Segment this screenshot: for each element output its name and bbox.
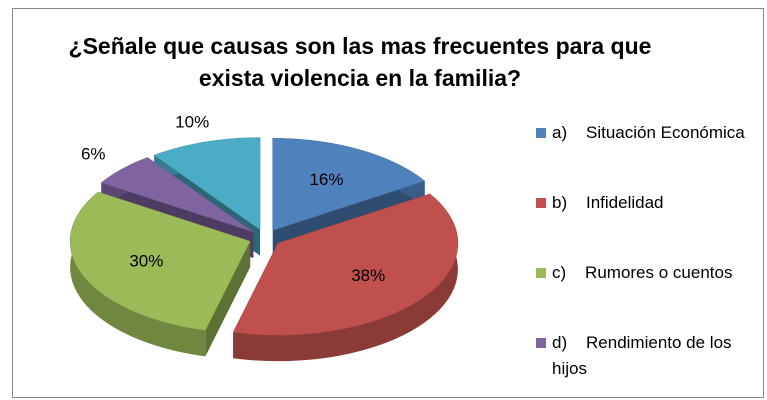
legend-swatch xyxy=(536,128,546,138)
slice xyxy=(153,137,261,231)
slice-3d xyxy=(232,193,459,362)
slice xyxy=(100,157,254,233)
legend-swatch xyxy=(536,338,546,348)
legend-swatch xyxy=(536,268,546,278)
slice xyxy=(232,193,459,336)
chart-title: ¿Señale que causas son las mas frecuente… xyxy=(68,33,652,91)
legend-swatch xyxy=(536,198,546,208)
data-label: 10% xyxy=(175,112,209,131)
slice-edge xyxy=(70,191,206,357)
slice xyxy=(69,191,251,331)
data-label: 30% xyxy=(129,252,163,271)
data-label: 38% xyxy=(351,266,385,285)
slice-3d xyxy=(69,191,251,357)
legend-label: b) Infidelidad xyxy=(552,193,664,212)
slice xyxy=(272,138,426,231)
data-label: 16% xyxy=(309,170,343,189)
data-label: 6% xyxy=(81,145,106,164)
slice-edge xyxy=(233,193,458,362)
legend-label: a) Situación Económica xyxy=(552,123,745,142)
chart-frame xyxy=(12,8,764,398)
legend-label: c) Rumores o cuentos xyxy=(552,263,733,282)
slice-side xyxy=(205,241,251,357)
legend-label: d) Rendimiento de los hijos xyxy=(552,333,737,378)
